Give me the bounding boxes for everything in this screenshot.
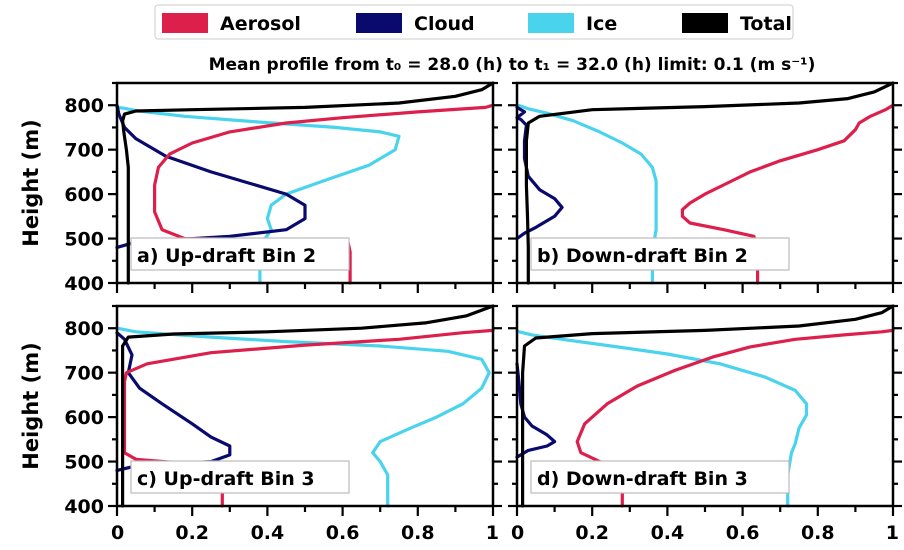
y-tick-label: 400 — [64, 496, 104, 518]
y-tick-label: 800 — [64, 318, 104, 340]
legend-swatch-ice — [528, 13, 574, 33]
series-line-total — [121, 81, 495, 285]
y-tick-label: 500 — [64, 229, 104, 251]
panel-label-box — [130, 237, 350, 271]
y-tick-label: 800 — [64, 95, 104, 117]
x-tick-label: 0.8 — [401, 522, 435, 544]
legend: Aerosol Cloud Ice Total — [154, 4, 794, 40]
y-tick-label: 600 — [64, 184, 104, 206]
x-tick-label: 1 — [486, 522, 499, 544]
panel-b: b) Down-draft Bin 2 — [508, 81, 902, 293]
legend-swatch-cloud — [356, 13, 402, 33]
x-tick-label: 0.8 — [801, 522, 835, 544]
panel-d: 0 0.2 0.4 0.6 0.8 1 d) Down-draft Bin 3 — [508, 304, 902, 544]
x-tick-label: 0.2 — [175, 522, 209, 544]
x-tick-label: 0.6 — [726, 522, 760, 544]
legend-swatch-aerosol — [162, 13, 208, 33]
series-line-cloud — [515, 105, 564, 241]
x-tick-label: 0.2 — [575, 522, 609, 544]
panel-a: 400 500 600 700 800 Height (m) a) Up-draft Bin… — [19, 81, 502, 295]
legend-label-total: Total — [740, 13, 792, 35]
y-tick-label: 600 — [64, 407, 104, 429]
series-line-cloud — [115, 103, 307, 249]
series-line-ice — [515, 329, 809, 508]
x-tick-label: 0.6 — [326, 522, 360, 544]
y-tick-label: 700 — [64, 363, 104, 385]
panel-c: 400 500 600 700 800 Height (m) 0 0.2 0.4 0.6 0.8 1 c… — [19, 304, 502, 544]
panel-label-box — [130, 460, 350, 494]
legend-frame — [154, 4, 794, 40]
y-axis-label: Height (m) — [19, 119, 43, 246]
x-tick-label: 0 — [111, 522, 124, 544]
panel-label: d) Down-draft Bin 3 — [537, 468, 748, 490]
plot-area: 400 500 600 700 800 Height (m) a) Up-draft Bin… — [19, 81, 902, 544]
legend-swatch-total — [682, 13, 728, 33]
legend-label-aerosol: Aerosol — [220, 13, 301, 35]
y-tick-label: 500 — [64, 452, 104, 474]
panel-label-box — [530, 460, 790, 494]
y-axis-label: Height (m) — [19, 342, 43, 469]
x-tick-label: 1 — [886, 522, 899, 544]
series-line-total — [521, 304, 895, 508]
series-line-total — [524, 81, 895, 285]
panel-label: c) Up-draft Bin 3 — [137, 468, 315, 490]
x-tick-label: 0.4 — [651, 522, 685, 544]
panel-label: b) Down-draft Bin 2 — [537, 245, 748, 267]
panel-label: a) Up-draft Bin 2 — [137, 245, 316, 267]
series-line-cloud — [515, 362, 557, 459]
panel-label-box — [530, 237, 790, 271]
y-tick-label: 400 — [64, 273, 104, 295]
legend-label-ice: Ice — [586, 13, 617, 35]
legend-label-cloud: Cloud — [414, 13, 475, 35]
series-line-aerosol — [680, 103, 895, 285]
chart-title: Mean profile from t₀ = 28.0 (h) to t₁ = … — [209, 55, 816, 75]
series-line-total — [121, 304, 495, 508]
x-tick-label: 0.4 — [251, 522, 285, 544]
series-line-ice — [515, 103, 658, 285]
x-tick-label: 0 — [511, 522, 524, 544]
series-line-ice — [115, 326, 491, 508]
y-tick-label: 700 — [64, 140, 104, 162]
